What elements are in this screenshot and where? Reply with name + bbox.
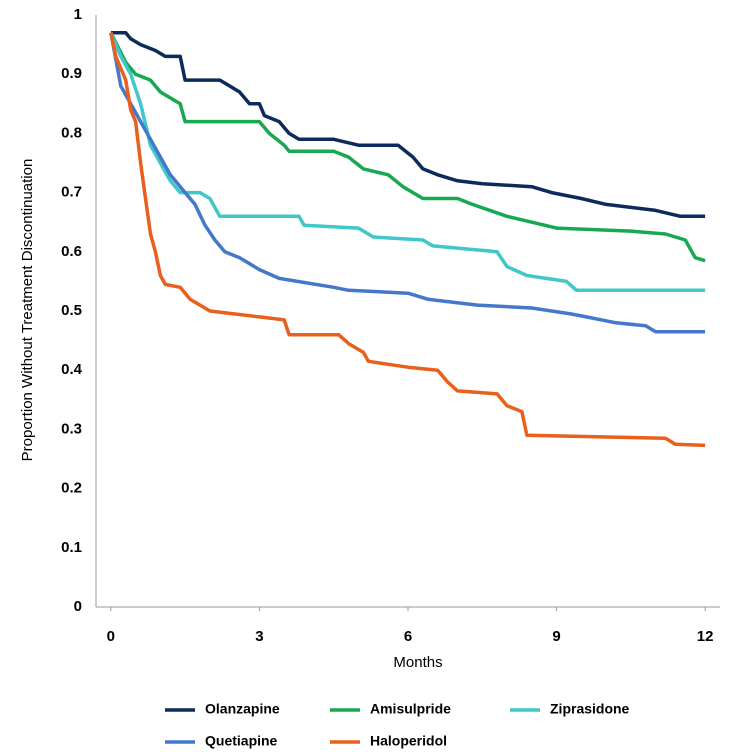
x-tick-label: 0: [107, 628, 115, 645]
y-tick-label: 0.2: [61, 480, 82, 497]
legend-label: Haloperidol: [370, 733, 447, 749]
y-tick-label: 0.7: [61, 184, 82, 201]
y-tick-label: 0.8: [61, 124, 82, 141]
x-tick-label: 12: [697, 628, 714, 645]
x-tick-label: 9: [552, 628, 560, 645]
y-tick-label: 0.3: [61, 420, 82, 437]
legend-label: Quetiapine: [205, 733, 278, 749]
y-tick-label: 0: [74, 598, 82, 615]
data-line: [109, 32, 706, 293]
legend-label: Olanzapine: [205, 701, 280, 717]
data-line: [109, 32, 706, 263]
y-axis-label: Proportion Without Treatment Discontinua…: [19, 159, 36, 462]
data-line: [110, 31, 706, 219]
legend-label: Amisulpride: [370, 701, 451, 717]
y-tick-label: 0.5: [61, 302, 82, 319]
legend-label: Ziprasidone: [550, 701, 630, 717]
y-tick-label: 0.6: [61, 243, 82, 260]
x-tick-label: 6: [404, 628, 412, 645]
x-axis-label: Months: [393, 654, 442, 671]
y-tick-label: 0.1: [61, 539, 82, 556]
y-tick-label: 1: [74, 6, 82, 23]
data-line: [109, 32, 706, 448]
y-tick-label: 0.9: [61, 65, 82, 82]
y-tick-label: 0.4: [61, 361, 83, 378]
data-line: [109, 32, 706, 334]
x-tick-label: 3: [255, 628, 263, 645]
